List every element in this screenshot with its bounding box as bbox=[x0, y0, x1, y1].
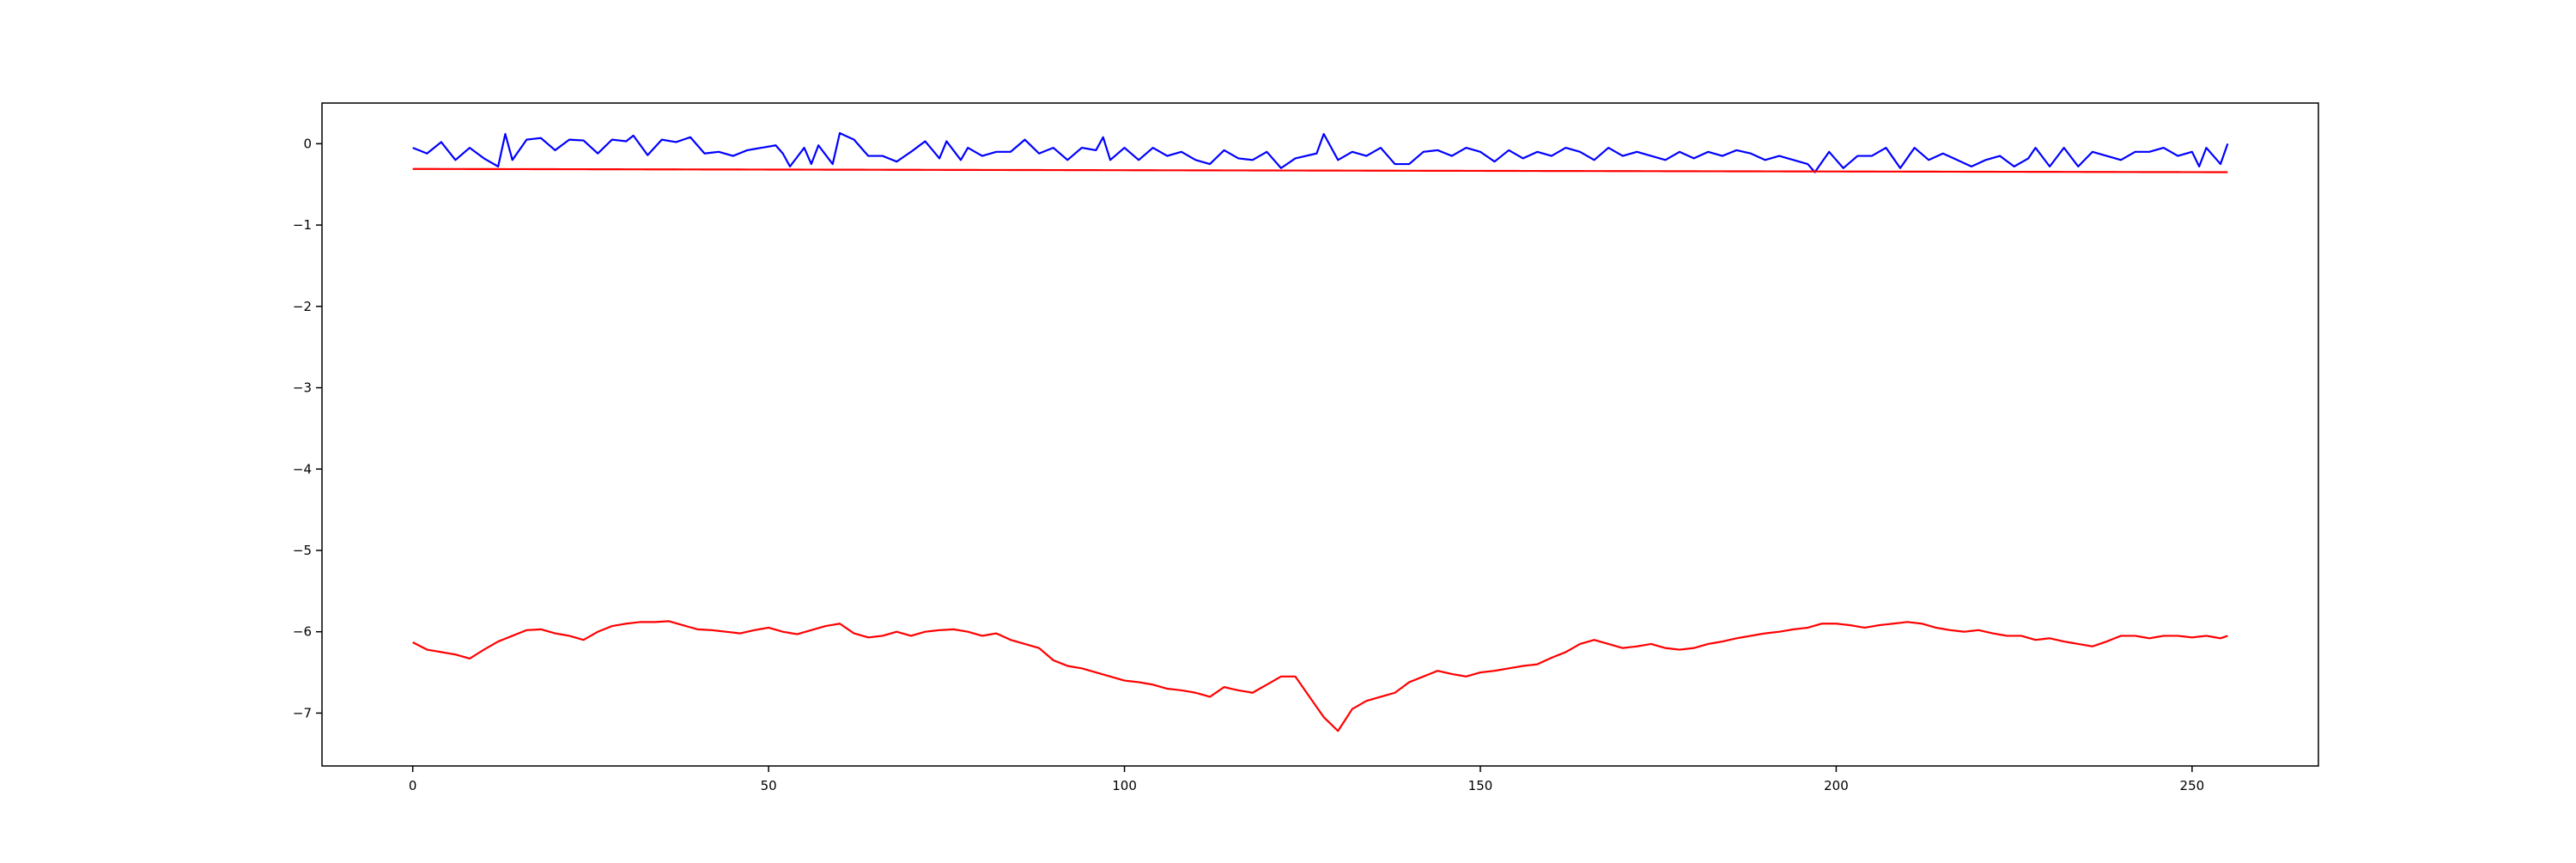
y-tick-label: −1 bbox=[293, 217, 312, 233]
x-tick-label: 0 bbox=[409, 778, 417, 793]
plot-area bbox=[322, 103, 2318, 766]
y-tick-label: −7 bbox=[293, 705, 312, 720]
y-tick-label: −2 bbox=[293, 299, 312, 314]
y-tick-label: −6 bbox=[293, 624, 312, 640]
plot-frame bbox=[321, 102, 2319, 767]
x-tick-label: 100 bbox=[1112, 778, 1137, 793]
tick-layer: 0 50 100 150 200 250 0 −1 −2 −3 −4 −5 −6 −7 bbox=[293, 136, 2204, 793]
series-line-2 bbox=[412, 167, 2228, 173]
x-tick-label: 150 bbox=[1468, 778, 1493, 793]
series-line-3 bbox=[412, 620, 2228, 732]
y-tick-label: 0 bbox=[303, 136, 312, 151]
y-tick-label: −5 bbox=[293, 543, 312, 558]
x-tick-label: 250 bbox=[2180, 778, 2205, 793]
series-layer bbox=[412, 131, 2229, 732]
y-tick-label: −3 bbox=[293, 380, 312, 396]
x-tick-label: 200 bbox=[1824, 778, 1849, 793]
y-tick-label: −4 bbox=[293, 461, 312, 477]
series-line-1 bbox=[412, 131, 2229, 173]
x-tick-label: 50 bbox=[761, 778, 777, 793]
